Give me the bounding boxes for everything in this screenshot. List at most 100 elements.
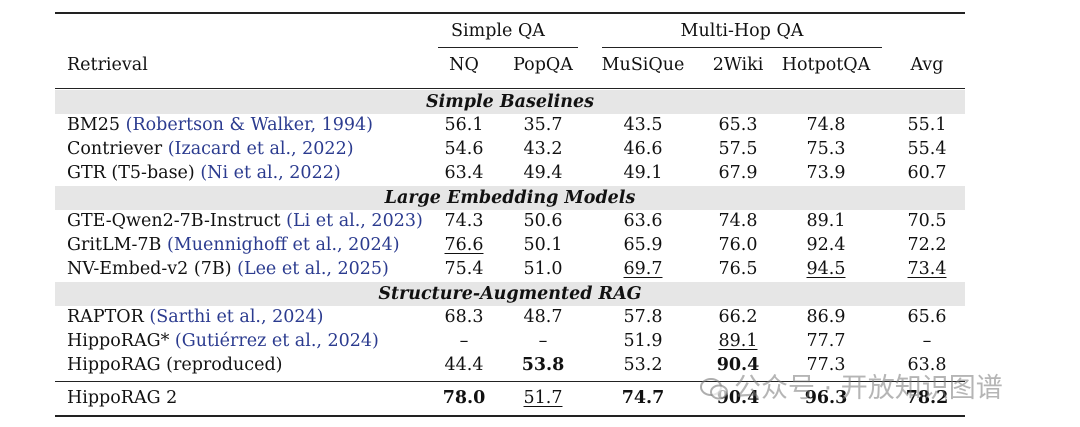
section-title: Large Embedding Models — [384, 188, 636, 208]
citation-link[interactable]: (Gutiérrez et al., 2024) — [174, 331, 379, 351]
table-cell: 46.6 — [623, 139, 663, 159]
final-row-rule — [55, 381, 965, 382]
bottom-rule — [55, 415, 965, 417]
table-cell: 49.1 — [623, 163, 663, 183]
table-cell: 51.0 — [523, 259, 563, 279]
table-cell: 53.2 — [623, 355, 663, 375]
section-band — [55, 186, 965, 210]
table-cell: 35.7 — [523, 115, 563, 135]
top-rule — [55, 12, 965, 14]
citation-link[interactable]: (Izacard et al., 2022) — [167, 139, 354, 159]
table-cell: 74.8 — [806, 115, 846, 135]
table-cell: 65.9 — [623, 235, 663, 255]
citation-link[interactable]: (Ni et al., 2022) — [200, 163, 341, 183]
method-label: NV-Embed-v2 (7B) — [67, 259, 232, 279]
table-cell: 65.3 — [718, 115, 758, 135]
table-cell: 73.9 — [806, 163, 846, 183]
row-method-name: NV-Embed-v2 (7B) (Lee et al., 2025) — [67, 258, 389, 280]
table-cell: 74.7 — [621, 388, 665, 408]
section-band — [55, 90, 965, 114]
table-cell: 63.4 — [444, 163, 484, 183]
method-label: GritLM-7B — [67, 235, 162, 255]
citation-link[interactable]: (Muennighoff et al., 2024) — [167, 235, 400, 255]
column-header-nq: NQ — [449, 55, 479, 75]
column-header-musique: MuSiQue — [601, 55, 685, 75]
table-cell: 63.8 — [907, 355, 947, 375]
row-method-name: HippoRAG* (Gutiérrez et al., 2024) — [67, 330, 379, 352]
table-cell: 75.4 — [444, 259, 484, 279]
table-cell: 56.1 — [444, 115, 484, 135]
table-cell: 94.5 — [806, 259, 846, 279]
table-cell: 55.4 — [907, 139, 947, 159]
method-label: RAPTOR — [67, 307, 144, 327]
column-header-2wiki: 2Wiki — [712, 55, 764, 75]
group-underline-multi-hop-qa — [602, 47, 882, 48]
column-header-avg: Avg — [910, 55, 944, 75]
column-header-popqa: PopQA — [513, 55, 573, 75]
table-cell: 74.8 — [718, 211, 758, 231]
table-cell: 72.2 — [907, 235, 947, 255]
table-cell: 86.9 — [806, 307, 846, 327]
table-cell: 60.7 — [907, 163, 947, 183]
table-cell: 92.4 — [806, 235, 846, 255]
group-header-simple-qa: Simple QA — [451, 21, 545, 41]
table-cell: 76.5 — [718, 259, 758, 279]
header-rule — [55, 88, 965, 89]
table-cell: 89.1 — [718, 331, 758, 351]
table-cell: 48.7 — [523, 307, 563, 327]
citation-link[interactable]: (Li et al., 2023) — [286, 211, 423, 231]
table-cell: 73.4 — [907, 259, 947, 279]
watermark-text: 公众号 · 开放知识图谱 — [734, 373, 1003, 404]
table-cell: – — [538, 331, 548, 351]
row-method-name: RAPTOR (Sarthi et al., 2024) — [67, 306, 324, 328]
table-cell: 57.8 — [623, 307, 663, 327]
table-cell: 77.7 — [806, 331, 846, 351]
table-cell: 43.2 — [523, 139, 563, 159]
table-cell: 51.7 — [523, 388, 563, 408]
group-header-multi-hop-qa: Multi-Hop QA — [680, 21, 804, 41]
table-cell: 63.6 — [623, 211, 663, 231]
group-underline-simple-qa — [438, 47, 578, 48]
table-cell: – — [459, 331, 469, 351]
method-label: HippoRAG (reproduced) — [67, 355, 283, 375]
method-label: Contriever — [67, 139, 163, 159]
table-cell: 44.4 — [444, 355, 484, 375]
table-cell: 90.4 — [716, 355, 760, 375]
retrieval-header: Retrieval — [67, 55, 148, 75]
citation-link[interactable]: (Lee et al., 2025) — [237, 259, 389, 279]
table-cell: 57.5 — [718, 139, 758, 159]
row-method-name: BM25 (Robertson & Walker, 1994) — [67, 114, 373, 136]
section-title: Structure-Augmented RAG — [378, 284, 642, 304]
table-cell: 89.1 — [806, 211, 846, 231]
row-method-name: GritLM-7B (Muennighoff et al., 2024) — [67, 234, 400, 256]
table-cell: 77.3 — [806, 355, 846, 375]
table-cell: 55.1 — [907, 115, 947, 135]
citation-link[interactable]: (Sarthi et al., 2024) — [149, 307, 324, 327]
table-cell: 53.8 — [521, 355, 565, 375]
table-cell: 75.3 — [806, 139, 846, 159]
table-cell: – — [922, 331, 932, 351]
table-cell: 76.6 — [444, 235, 484, 255]
table-cell: 49.4 — [523, 163, 563, 183]
wechat-icon — [700, 378, 728, 400]
table-cell: 74.3 — [444, 211, 484, 231]
table-cell: 68.3 — [444, 307, 484, 327]
table-cell: 50.6 — [523, 211, 563, 231]
table-cell: 54.6 — [444, 139, 484, 159]
method-label: GTE-Qwen2-7B-Instruct — [67, 211, 281, 231]
method-label: GTR (T5-base) — [67, 163, 195, 183]
row-method-name: HippoRAG 2 — [67, 387, 177, 409]
table-cell: 65.6 — [907, 307, 947, 327]
row-method-name: GTR (T5-base) (Ni et al., 2022) — [67, 162, 341, 184]
table-cell: 50.1 — [523, 235, 563, 255]
table-cell: 66.2 — [718, 307, 758, 327]
table-cell: 96.3 — [804, 388, 848, 408]
table-cell: 70.5 — [907, 211, 947, 231]
table-cell: 76.0 — [718, 235, 758, 255]
table-cell: 51.9 — [623, 331, 663, 351]
section-band — [55, 282, 965, 306]
table-cell: 78.0 — [442, 388, 486, 408]
citation-link[interactable]: (Robertson & Walker, 1994) — [125, 115, 374, 135]
method-label: BM25 — [67, 115, 121, 135]
table-cell: 43.5 — [623, 115, 663, 135]
